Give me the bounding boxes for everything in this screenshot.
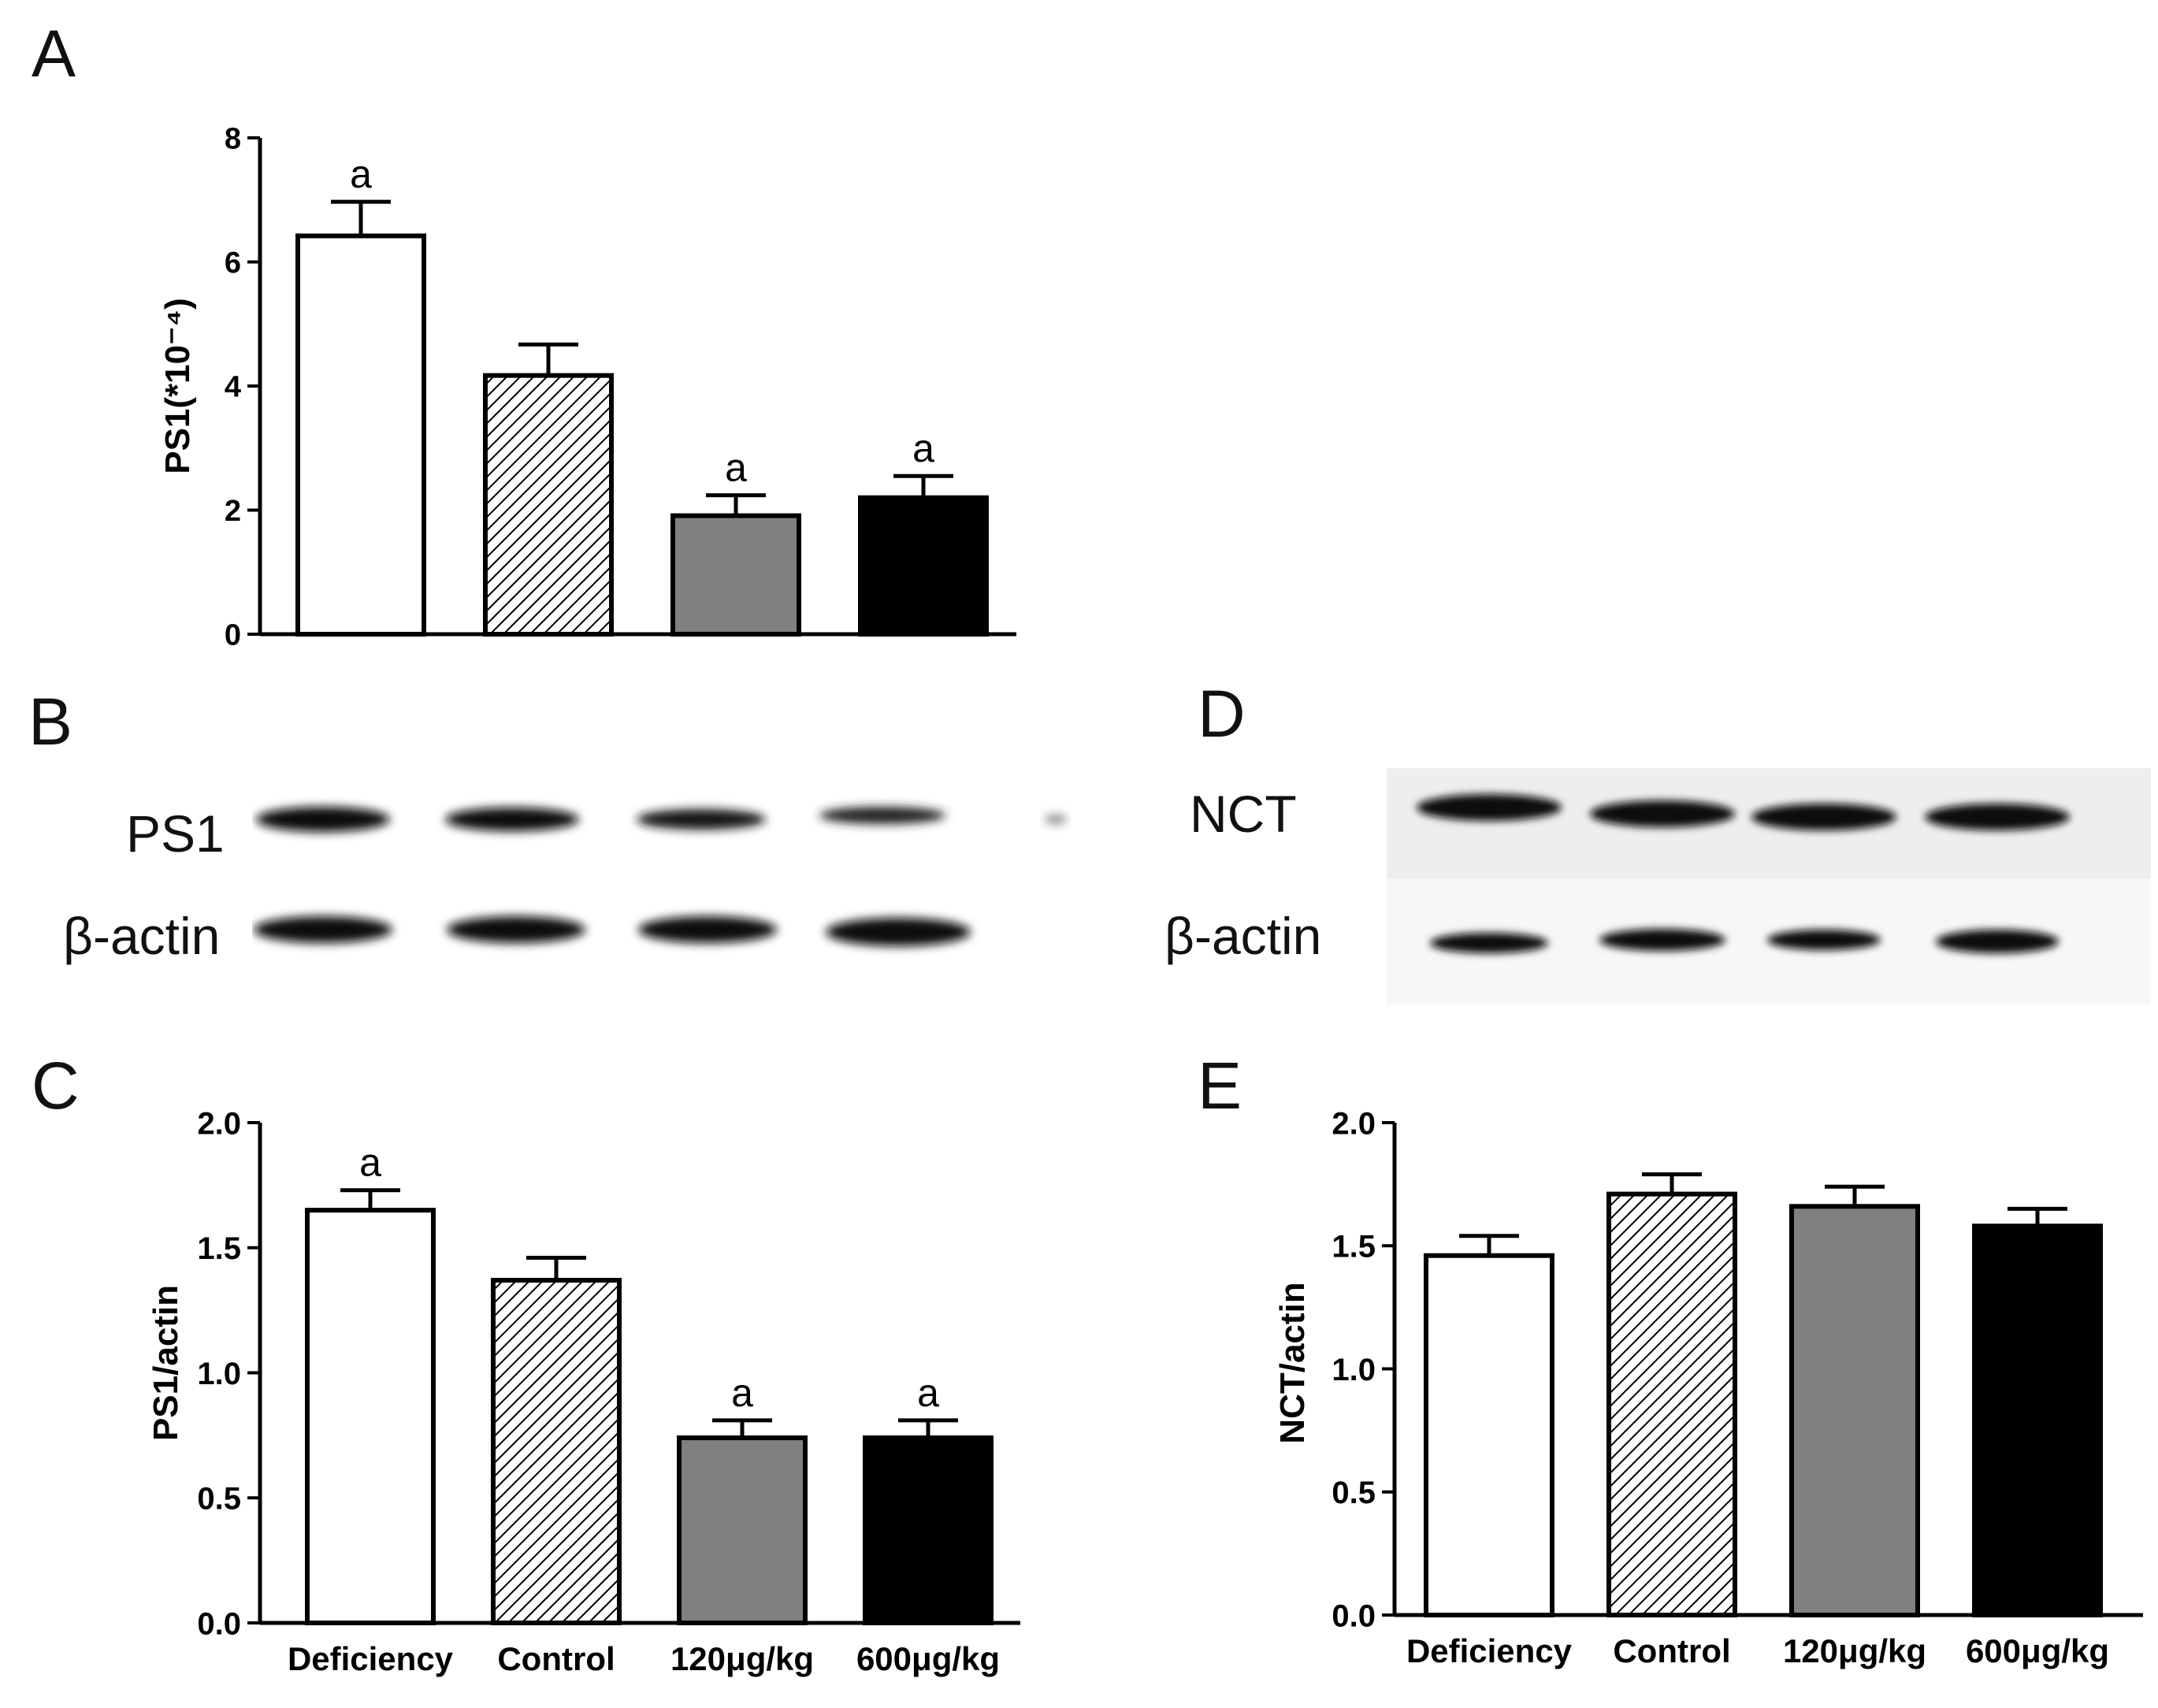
category-label: Control bbox=[497, 1640, 615, 1677]
bar-control bbox=[483, 373, 614, 637]
blot-d-band bbox=[1417, 794, 1562, 821]
blot-d-row1-label: NCT bbox=[1190, 785, 1297, 843]
blot-d-band bbox=[1590, 800, 1735, 827]
y-tick-label: 1.5 bbox=[1332, 1230, 1376, 1264]
blot-b-row2-label: β-actin bbox=[63, 907, 221, 965]
category-label: Deficiency bbox=[1406, 1632, 1573, 1669]
panel-label-c: C bbox=[32, 1049, 80, 1123]
y-axis-label: PS1/actin bbox=[147, 1285, 185, 1441]
bar-control bbox=[1606, 1191, 1737, 1617]
blot-b-row1-label: PS1 bbox=[126, 804, 225, 863]
blot-b-band bbox=[638, 916, 777, 943]
y-tick-label: 2.0 bbox=[1332, 1106, 1376, 1141]
blot-d-band bbox=[1599, 929, 1725, 951]
y-tick-label: 0.5 bbox=[1332, 1476, 1376, 1510]
significance-label: a bbox=[350, 152, 372, 196]
blot-d-row2-label: β-actin bbox=[1164, 907, 1322, 965]
chart-a: 0 2 4 6 8 PS1(*10⁻⁴) a a a bbox=[158, 123, 1016, 652]
panel-label-d: D bbox=[1198, 677, 1246, 751]
y-tick-label: 6 bbox=[225, 247, 241, 280]
blot-b-band bbox=[819, 807, 945, 824]
category-label: Control bbox=[1613, 1632, 1730, 1669]
chart-c: 0.0 0.5 1.0 1.5 2.0 PS1/actin a Deficiency Contr… bbox=[147, 1106, 1020, 1677]
blot-d-image bbox=[1387, 768, 2151, 1004]
y-tick-label: 0.0 bbox=[197, 1606, 241, 1641]
y-tick-label: 1.0 bbox=[1332, 1353, 1376, 1387]
blot-b-band bbox=[256, 807, 390, 832]
blot-d-band bbox=[1767, 930, 1881, 950]
y-tick-label: 0.0 bbox=[1332, 1598, 1376, 1633]
blot-d-band bbox=[1925, 804, 2070, 830]
bar-120gkg bbox=[670, 513, 801, 637]
bar-deficiency bbox=[305, 1208, 436, 1625]
y-tick-label: 2 bbox=[225, 495, 241, 528]
significance-label: a bbox=[725, 446, 747, 490]
y-axis-label: PS1(*10⁻⁴) bbox=[158, 298, 197, 474]
y-axis-label: NCT/actin bbox=[1273, 1282, 1312, 1443]
blot-b-band bbox=[826, 918, 971, 946]
bar-control bbox=[491, 1278, 622, 1625]
bar-600gkg bbox=[863, 1435, 994, 1625]
bar-600gkg bbox=[858, 495, 989, 637]
bar-deficiency bbox=[1424, 1253, 1554, 1617]
blot-b-band bbox=[447, 916, 585, 943]
category-label: 600μg/kg bbox=[856, 1640, 1000, 1677]
blot-d-band bbox=[1936, 930, 2059, 953]
significance-label: a bbox=[917, 1371, 939, 1415]
blot-b-band bbox=[1045, 815, 1067, 824]
bar-600gkg bbox=[1972, 1223, 2103, 1617]
category-label: 600μg/kg bbox=[1966, 1632, 2109, 1669]
y-tick-label: 4 bbox=[225, 371, 241, 404]
significance-label: a bbox=[912, 426, 934, 470]
y-tick-label: 1.0 bbox=[197, 1357, 241, 1391]
y-tick-label: 0 bbox=[225, 619, 241, 652]
category-label: 120μg/kg bbox=[1783, 1632, 1926, 1669]
blot-b-image bbox=[254, 807, 1067, 946]
category-label: Deficiency bbox=[288, 1640, 454, 1677]
bar-deficiency bbox=[295, 233, 426, 637]
blot-b-band bbox=[637, 809, 766, 830]
significance-label: a bbox=[359, 1141, 381, 1185]
blot-d-band bbox=[1751, 804, 1896, 830]
significance-label: a bbox=[731, 1371, 753, 1415]
chart-e: 0.0 0.5 1.0 1.5 2.0 NCT/actin Deficiency Contro… bbox=[1273, 1106, 2143, 1669]
y-tick-label: 8 bbox=[225, 123, 241, 156]
y-tick-label: 0.5 bbox=[197, 1482, 241, 1517]
blot-b-band bbox=[254, 916, 392, 943]
blot-b-band bbox=[445, 808, 579, 831]
bar-120gkg bbox=[1789, 1204, 1920, 1617]
blot-d-band bbox=[1430, 933, 1548, 953]
category-label: 120μg/kg bbox=[670, 1640, 814, 1677]
panel-label-e: E bbox=[1198, 1049, 1242, 1123]
panel-label-b: B bbox=[28, 685, 73, 759]
y-tick-label: 2.0 bbox=[197, 1106, 241, 1141]
bar-120gkg bbox=[677, 1435, 808, 1625]
panel-label-a: A bbox=[32, 17, 76, 91]
y-tick-label: 1.5 bbox=[197, 1231, 241, 1266]
